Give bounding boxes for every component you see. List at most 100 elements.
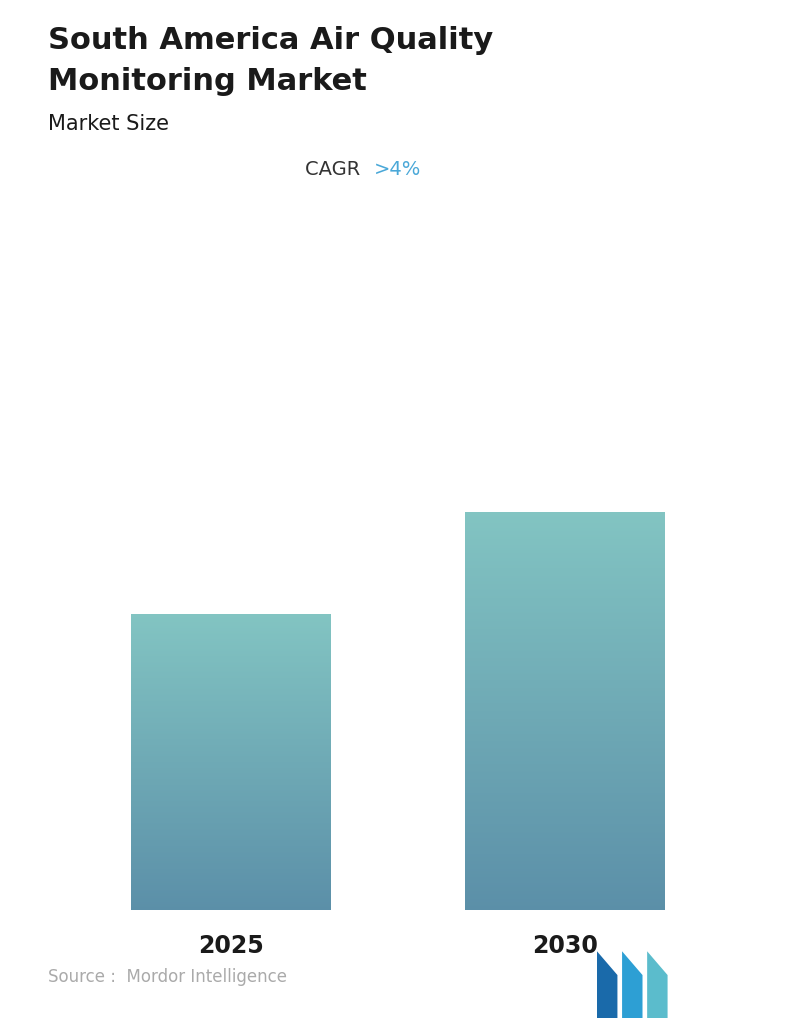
Bar: [465, 733, 665, 735]
Bar: [465, 552, 665, 553]
Bar: [465, 583, 665, 585]
Bar: [465, 582, 665, 583]
Bar: [465, 637, 665, 638]
Bar: [465, 736, 665, 737]
Text: Market Size: Market Size: [48, 114, 169, 133]
Bar: [465, 827, 665, 829]
Bar: [465, 660, 665, 661]
Bar: [465, 900, 665, 901]
Bar: [465, 717, 665, 718]
Bar: [465, 896, 665, 898]
Bar: [465, 638, 665, 639]
Bar: [465, 639, 665, 641]
Bar: [465, 845, 665, 846]
Bar: [465, 675, 665, 676]
Bar: [465, 568, 665, 569]
Bar: [465, 652, 665, 653]
Bar: [465, 512, 665, 513]
Bar: [465, 617, 665, 618]
Bar: [465, 789, 665, 791]
Bar: [465, 807, 665, 808]
Bar: [465, 820, 665, 821]
Bar: [465, 648, 665, 650]
Bar: [465, 742, 665, 744]
Bar: [465, 632, 665, 633]
Bar: [465, 817, 665, 818]
Bar: [465, 561, 665, 562]
Bar: [465, 813, 665, 815]
Bar: [465, 708, 665, 709]
Bar: [465, 698, 665, 699]
Bar: [465, 534, 665, 535]
Bar: [465, 627, 665, 628]
Bar: [465, 883, 665, 885]
Bar: [465, 550, 665, 552]
Bar: [465, 840, 665, 841]
Bar: [465, 674, 665, 675]
Bar: [465, 679, 665, 680]
Bar: [465, 608, 665, 609]
Text: Monitoring Market: Monitoring Market: [48, 67, 367, 96]
Bar: [465, 685, 665, 686]
Bar: [465, 678, 665, 679]
Bar: [465, 688, 665, 689]
Bar: [465, 785, 665, 787]
Bar: [465, 766, 665, 768]
Bar: [465, 793, 665, 794]
Bar: [465, 569, 665, 571]
Bar: [465, 573, 665, 574]
Bar: [465, 690, 665, 691]
Bar: [465, 760, 665, 761]
Bar: [465, 592, 665, 595]
Bar: [465, 559, 665, 561]
Bar: [465, 647, 665, 648]
Bar: [465, 695, 665, 696]
Bar: [465, 783, 665, 784]
Bar: [465, 787, 665, 788]
Bar: [465, 812, 665, 813]
Bar: [465, 538, 665, 539]
Bar: [465, 852, 665, 853]
Bar: [465, 835, 665, 837]
Bar: [465, 547, 665, 548]
Text: >4%: >4%: [374, 160, 422, 179]
Bar: [465, 536, 665, 538]
Text: 2025: 2025: [198, 934, 263, 959]
Bar: [465, 798, 665, 800]
Bar: [465, 731, 665, 732]
Bar: [465, 663, 665, 665]
Bar: [465, 605, 665, 606]
Bar: [465, 587, 665, 589]
Bar: [465, 669, 665, 670]
Bar: [465, 628, 665, 629]
Bar: [465, 821, 665, 822]
Bar: [465, 521, 665, 522]
Bar: [465, 728, 665, 730]
Bar: [465, 625, 665, 627]
Bar: [465, 829, 665, 830]
Bar: [465, 705, 665, 707]
Bar: [465, 801, 665, 802]
Bar: [465, 765, 665, 766]
Bar: [465, 665, 665, 666]
Bar: [465, 811, 665, 812]
Bar: [465, 859, 665, 861]
Bar: [465, 756, 665, 757]
Bar: [465, 901, 665, 902]
Bar: [465, 630, 665, 632]
Bar: [465, 629, 665, 630]
Polygon shape: [597, 951, 618, 1018]
Bar: [465, 855, 665, 857]
Bar: [465, 752, 665, 754]
Text: South America Air Quality: South America Air Quality: [48, 26, 493, 55]
Bar: [465, 525, 665, 526]
Bar: [465, 618, 665, 619]
Text: CAGR: CAGR: [305, 160, 366, 179]
Bar: [465, 879, 665, 881]
Bar: [465, 670, 665, 671]
Bar: [465, 723, 665, 724]
Bar: [465, 556, 665, 557]
Polygon shape: [647, 951, 668, 1018]
Bar: [465, 773, 665, 774]
Bar: [465, 656, 665, 657]
